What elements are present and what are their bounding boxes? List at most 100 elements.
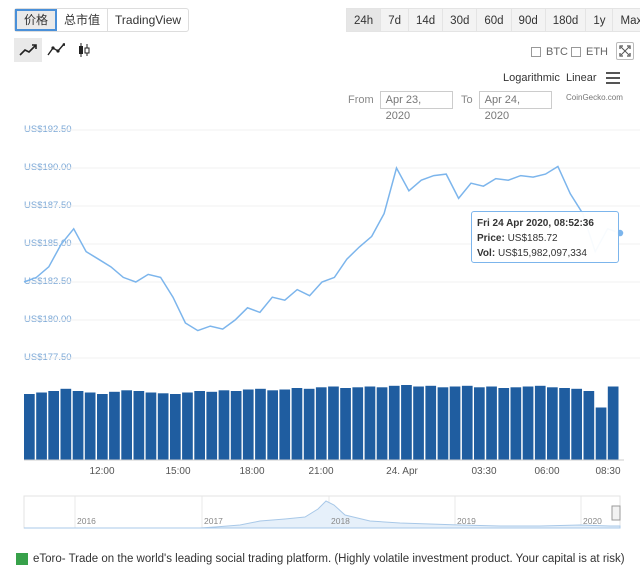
range-60d[interactable]: 60d — [476, 8, 512, 32]
volume-bar — [170, 394, 181, 460]
price-tooltip: Fri 24 Apr 2020, 08:52:36 Price: US$185.… — [471, 211, 619, 263]
navigator-series — [24, 500, 621, 529]
expand-icon — [619, 45, 631, 57]
volume-bars — [24, 385, 619, 461]
linear-toggle[interactable]: Linear — [566, 72, 597, 84]
chart-menu-icon[interactable] — [606, 72, 620, 87]
candlestick-button[interactable] — [70, 38, 98, 62]
x-tick-label: 08:30 — [595, 466, 621, 477]
volume-bar — [498, 388, 510, 460]
volume-bar — [157, 393, 169, 461]
price-chart[interactable] — [0, 0, 640, 470]
volume-bar — [437, 387, 449, 461]
x-tick-label: 06:00 — [534, 466, 560, 477]
btc-checkbox[interactable] — [531, 47, 541, 57]
volume-bar — [583, 391, 595, 460]
navigator-year-label: 2019 — [457, 516, 476, 526]
volume-bar — [109, 391, 120, 461]
logarithmic-toggle[interactable]: Logarithmic — [503, 72, 560, 84]
navigator-handle[interactable] — [611, 505, 621, 521]
to-label: To — [461, 94, 473, 106]
range-24h[interactable]: 24h — [346, 8, 382, 32]
volume-bar — [48, 391, 59, 460]
range-90d[interactable]: 90d — [510, 8, 546, 32]
volume-bar — [547, 387, 558, 461]
fullscreen-button[interactable] — [616, 42, 634, 60]
volume-bar — [595, 407, 607, 460]
navigator-year-label: 2016 — [77, 516, 96, 526]
range-max[interactable]: Max — [612, 8, 640, 32]
tooltip-date: Fri 24 Apr 2020, 08:52:36 — [477, 218, 594, 229]
volume-bar — [315, 387, 327, 461]
volume-bar — [255, 388, 266, 461]
volume-bar — [182, 392, 193, 460]
view-tabs: 价格 总市值 TradingView — [14, 8, 190, 32]
tooltip-volume: US$15,982,097,334 — [497, 248, 587, 259]
ad-text: eToro- Trade on the world's leading soci… — [33, 553, 625, 565]
volume-bar — [571, 388, 582, 461]
volume-bar — [97, 394, 108, 460]
compare-btc[interactable]: BTC — [531, 46, 568, 58]
line-chart-button[interactable] — [14, 38, 42, 62]
ohlc-line-button[interactable] — [42, 38, 70, 62]
volume-bar — [352, 387, 364, 461]
tab-price[interactable]: 价格 — [15, 9, 58, 31]
volume-bar — [413, 386, 424, 460]
volume-bar — [206, 391, 218, 461]
x-tick-label: 12:00 — [89, 466, 115, 477]
volume-bar — [510, 387, 522, 461]
volume-bar — [218, 390, 230, 461]
from-date-input[interactable]: Apr 23, 2020 — [379, 91, 453, 122]
volume-bar — [328, 386, 339, 460]
credit-link[interactable]: CoinGecko.com — [566, 93, 623, 102]
eth-checkbox[interactable] — [571, 47, 581, 57]
to-date-input[interactable]: Apr 24, 2020 — [478, 91, 552, 122]
x-tick-label: 21:00 — [308, 466, 334, 477]
chart-type-buttons — [14, 38, 98, 62]
volume-bar — [60, 388, 72, 461]
volume-bar — [364, 386, 376, 460]
etoro-ad[interactable]: eToro- Trade on the world's leading soci… — [16, 553, 625, 565]
navigator-year-label: 2020 — [583, 516, 602, 526]
volume-bar — [559, 388, 570, 460]
etoro-icon — [16, 553, 28, 565]
volume-bar — [279, 389, 291, 460]
volume-bar — [449, 386, 461, 460]
navigator-year-label: 2018 — [331, 516, 350, 526]
tab-market-cap[interactable]: 总市值 — [57, 9, 109, 31]
volume-bar — [36, 392, 47, 460]
range-7d[interactable]: 7d — [380, 8, 409, 32]
range-30d[interactable]: 30d — [442, 8, 478, 32]
volume-bar — [534, 385, 546, 461]
volume-bar — [388, 385, 400, 461]
compare-eth[interactable]: ETH — [571, 46, 608, 58]
volume-bar — [242, 389, 254, 460]
volume-bar — [145, 392, 157, 460]
x-tick-label: 18:00 — [239, 466, 265, 477]
volume-bar — [376, 387, 388, 461]
volume-bar — [461, 385, 473, 461]
to-date: To Apr 24, 2020 — [461, 91, 552, 122]
volume-bar — [84, 392, 96, 460]
volume-bar — [24, 394, 35, 460]
volume-bar — [401, 385, 412, 460]
tooltip-price-label: Price: — [477, 233, 505, 244]
range-1y[interactable]: 1y — [585, 8, 614, 32]
volume-bar — [486, 386, 497, 460]
range-180d[interactable]: 180d — [544, 8, 587, 32]
line-chart-icon — [19, 44, 37, 56]
volume-bar — [474, 387, 485, 461]
navigator[interactable] — [0, 495, 640, 535]
range-14d[interactable]: 14d — [407, 8, 444, 32]
time-range-selector: 24h 7d 14d 30d 60d 90d 180d 1y Max — [346, 8, 640, 32]
tooltip-vol-label: Vol: — [477, 248, 496, 259]
volume-bar — [425, 385, 437, 461]
from-date: From Apr 23, 2020 — [348, 91, 453, 122]
eth-label: ETH — [586, 46, 608, 58]
from-label: From — [348, 94, 374, 106]
volume-bar — [607, 386, 619, 460]
btc-label: BTC — [546, 46, 568, 58]
volume-bar — [230, 391, 242, 460]
candlestick-icon — [79, 43, 90, 57]
tab-tradingview[interactable]: TradingView — [115, 13, 182, 27]
